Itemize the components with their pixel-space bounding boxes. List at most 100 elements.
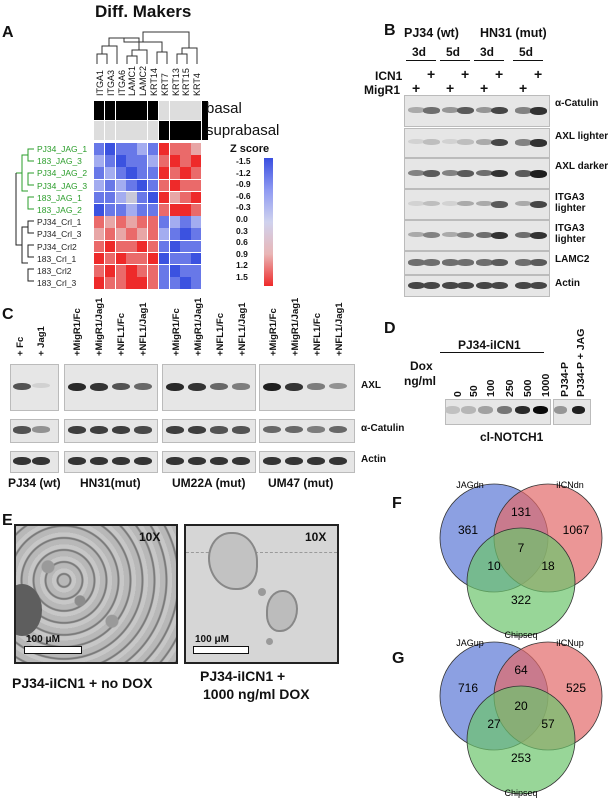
blot-band xyxy=(530,231,547,240)
blot-band xyxy=(530,169,547,178)
blot-band xyxy=(445,406,460,414)
heatmap-cell xyxy=(115,240,126,253)
heatmap-cell xyxy=(137,277,148,289)
annot-cell-basal xyxy=(158,101,170,120)
heatmap-cell xyxy=(158,228,169,240)
heatmap-cell xyxy=(180,191,191,204)
timepoint-line xyxy=(474,60,504,61)
heatmap-cell xyxy=(94,240,105,253)
migr1-plus: + xyxy=(519,80,528,96)
heatmap-cell xyxy=(180,252,191,265)
mag-label-left: 10X xyxy=(139,530,161,544)
heatmap-cell xyxy=(191,167,202,179)
heatmap-cell xyxy=(148,155,159,167)
lane-label: +MigR1/Fc xyxy=(268,308,279,356)
venn-count: 20 xyxy=(514,699,528,713)
heatmap-cell xyxy=(180,167,191,179)
blot-label: α-Catulin xyxy=(555,98,599,109)
annot-cell-suprabasal xyxy=(94,121,105,140)
blot-band xyxy=(476,139,493,145)
blot-band xyxy=(329,457,347,466)
timepoint-label: 3d xyxy=(412,45,427,59)
annot-cell-basal xyxy=(115,101,126,120)
zscore-tick: -0.3 xyxy=(236,202,251,213)
blot-band xyxy=(478,406,493,414)
heatmap-cell xyxy=(158,252,169,265)
heatmap-cell xyxy=(180,155,191,167)
blot-band xyxy=(423,200,440,207)
heatmap-cell xyxy=(158,191,169,204)
heatmap-cell xyxy=(94,265,105,277)
blot-band xyxy=(232,457,250,466)
dark-region xyxy=(16,584,42,636)
blot-band xyxy=(112,382,130,391)
heatmap-cell xyxy=(115,143,126,155)
heatmap-row-label: PJ34_JAG_3 xyxy=(37,180,88,191)
zscore-tick: 0.6 xyxy=(236,237,248,248)
heatmap-cell xyxy=(94,143,105,155)
lane-label: +NFL1/Fc xyxy=(116,312,127,356)
heatmap-cell xyxy=(191,252,202,265)
heatmap-cell xyxy=(148,265,159,277)
heatmap-cell xyxy=(126,143,137,155)
timepoint-label: 5d xyxy=(519,45,534,59)
blot-band xyxy=(515,406,530,414)
blot-band xyxy=(423,231,440,238)
cell-debris-2 xyxy=(266,638,273,645)
blot-band xyxy=(166,382,184,392)
blot-band xyxy=(491,282,508,290)
heatmap-cell xyxy=(191,143,202,155)
heatmap-cell xyxy=(94,216,105,228)
blot-label: AXL xyxy=(361,379,381,391)
scale-text-right: 100 μM xyxy=(195,634,229,645)
blot-band xyxy=(497,406,512,414)
annot-cell-basal xyxy=(94,101,105,120)
panel-d-header: PJ34-iICN1 xyxy=(458,338,521,352)
blot-band xyxy=(515,259,532,266)
panel-a-title: Diff. Makers xyxy=(95,2,192,21)
annot-cell-basal xyxy=(104,101,116,120)
zscore-tick: -1.2 xyxy=(236,167,251,178)
heatmap-cell xyxy=(148,277,159,289)
heatmap-cell xyxy=(115,179,126,192)
venn-count: 716 xyxy=(458,681,478,695)
heatmap-cell xyxy=(104,143,115,155)
heatmap-cell xyxy=(158,204,169,216)
blot-band xyxy=(530,139,547,147)
heatmap-cell xyxy=(180,228,191,240)
blot-band xyxy=(68,426,86,435)
heatmap-cell xyxy=(137,155,148,167)
heatmap-cell xyxy=(169,252,180,265)
venn-count: 10 xyxy=(487,559,501,573)
venn-set-label-a: JAGdn xyxy=(456,480,484,490)
lane-label: +NFL1/Jag1 xyxy=(138,302,149,356)
blot-band xyxy=(90,426,108,435)
annot-edge xyxy=(202,101,208,140)
blot-band xyxy=(491,139,508,147)
heatmap-cell xyxy=(158,167,169,179)
icn1-plus: + xyxy=(461,66,470,82)
blot-band xyxy=(423,282,440,290)
blot-band xyxy=(408,259,425,266)
venn-count: 361 xyxy=(458,523,478,537)
blot-band xyxy=(423,107,440,114)
blot-band xyxy=(442,139,459,145)
timepoint-line xyxy=(440,60,470,61)
venn-f: JAGdn iICNdn Chipseq 361 131 1067 7 10 18 322 xyxy=(439,480,603,640)
heatmap-cell xyxy=(191,216,202,228)
heatmap-cell xyxy=(94,179,105,192)
gene-label: ITGA6 xyxy=(116,69,127,96)
heatmap-cell xyxy=(104,155,115,167)
heatmap-cell xyxy=(137,216,148,228)
venn-set-label-c: Chipseq xyxy=(504,788,537,798)
zscore-tick: 0.3 xyxy=(236,225,248,236)
dose-label: 50 xyxy=(468,385,480,397)
gene-label: KRT14 xyxy=(149,68,159,96)
blot-band xyxy=(476,231,493,239)
venn-count: 64 xyxy=(514,663,528,677)
venn-circle-c xyxy=(466,685,576,795)
venn-count: 253 xyxy=(511,751,531,765)
lane-label: +MigR1/Jag1 xyxy=(193,297,204,356)
heatmap-cell xyxy=(104,191,115,204)
lane-label: +NFL1/Jag1 xyxy=(237,302,248,356)
